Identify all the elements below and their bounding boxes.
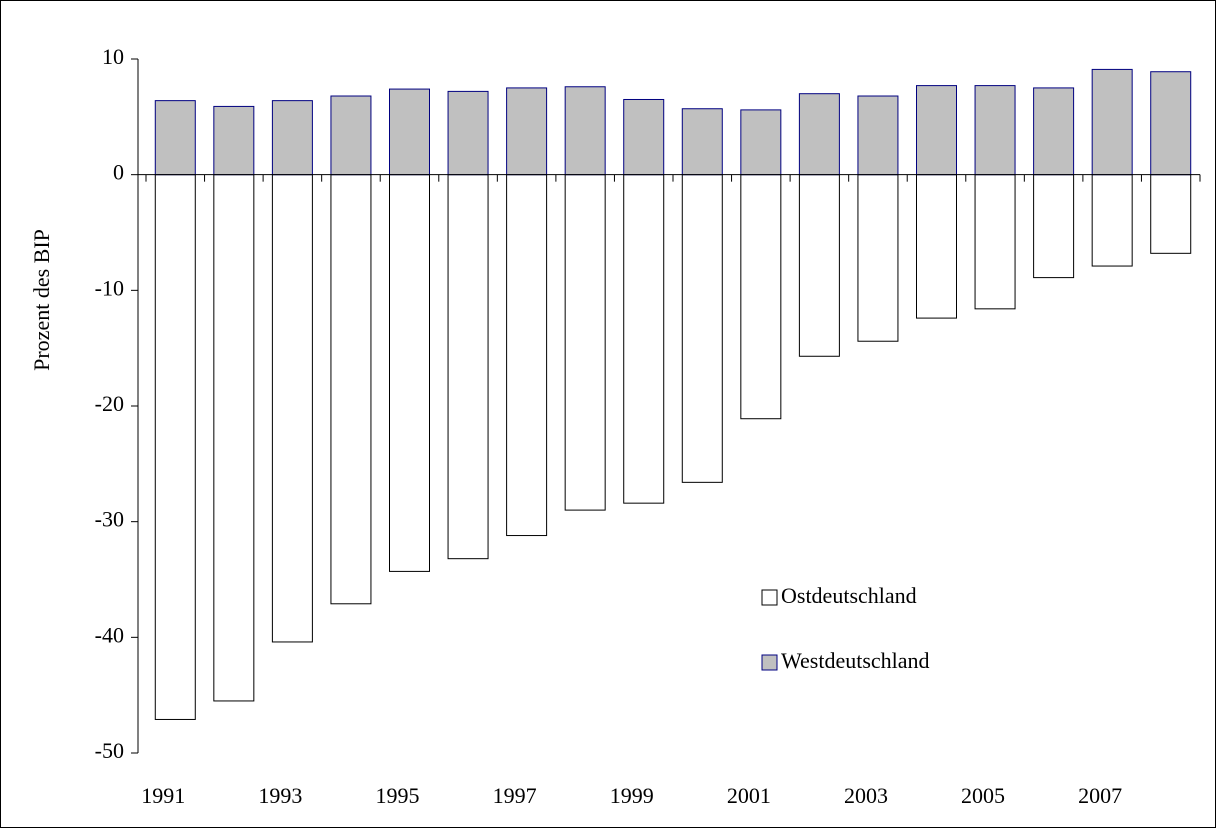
bar: [447, 174, 489, 560]
bar: [798, 174, 840, 357]
bar: [389, 174, 430, 572]
bar: [213, 174, 255, 702]
x-tick-label: 1999: [610, 783, 654, 808]
x-tick-label: 1995: [376, 783, 420, 808]
bar: [213, 105, 255, 176]
bar: [857, 174, 899, 342]
legend-label: Westdeutschland: [781, 648, 930, 673]
bar: [798, 93, 840, 176]
bar: [506, 87, 548, 176]
legend-label: Ostdeutschland: [781, 583, 917, 608]
bar: [974, 174, 1016, 310]
x-tick-label: 2005: [961, 783, 1005, 808]
bar: [681, 108, 723, 176]
bar: [564, 174, 606, 511]
bar: [1150, 174, 1192, 254]
bar: [681, 174, 723, 483]
bar: [389, 88, 430, 176]
bar: [154, 174, 196, 720]
y-axis-label: Prozent des BIP: [29, 229, 54, 371]
bar: [1091, 68, 1133, 176]
bar: [916, 85, 957, 176]
y-tick-label: 10: [102, 44, 124, 69]
y-tick-label: -20: [95, 391, 124, 416]
x-tick-label: 2007: [1078, 783, 1122, 808]
bar: [623, 174, 665, 504]
bar: [857, 95, 899, 176]
bar: [447, 90, 489, 176]
x-tick-label: 2003: [844, 783, 888, 808]
bar: [974, 85, 1016, 176]
x-tick-label: 2001: [727, 783, 771, 808]
bar: [1091, 174, 1133, 267]
bar: [564, 86, 606, 176]
bar: [271, 174, 313, 643]
bar: [740, 174, 782, 420]
bar: [330, 95, 372, 176]
bar: [623, 98, 665, 176]
legend-swatch: [761, 654, 778, 671]
bar: [740, 109, 782, 176]
x-tick-label: 1993: [258, 783, 302, 808]
y-tick-label: -10: [95, 275, 124, 300]
bar: [330, 174, 372, 605]
bar: [271, 100, 313, 176]
x-tick-label: 1991: [141, 783, 185, 808]
bar: [1033, 87, 1075, 176]
y-tick-label: -40: [95, 622, 124, 647]
bar: [916, 174, 957, 319]
bar: [1150, 71, 1192, 176]
y-tick-label: 0: [113, 160, 124, 185]
bar: [506, 174, 548, 537]
bar: [1033, 174, 1075, 279]
legend-swatch: [761, 589, 778, 606]
x-tick-label: 1997: [493, 783, 537, 808]
bar: [154, 100, 196, 176]
y-tick-label: -30: [95, 507, 124, 532]
y-tick-label: -50: [95, 738, 124, 763]
